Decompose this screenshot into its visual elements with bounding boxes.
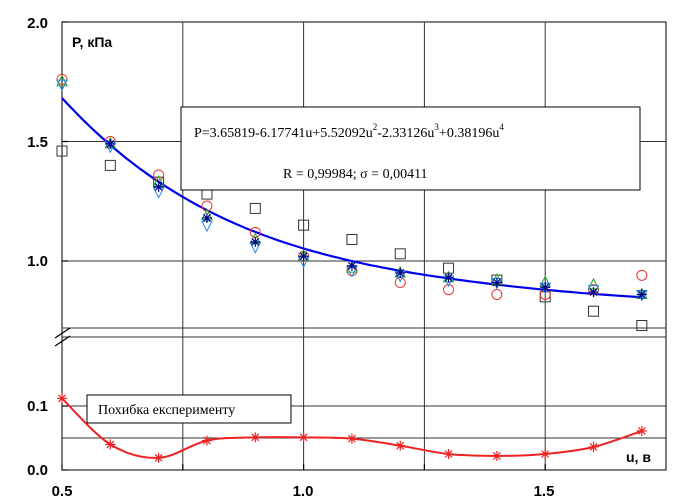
star-marker xyxy=(298,251,309,262)
x-tick-label: 1.5 xyxy=(534,483,555,500)
asterisk-marker xyxy=(588,441,599,452)
star-marker xyxy=(105,138,116,149)
circle-marker xyxy=(201,200,213,212)
y-axis-label: P, кПа xyxy=(72,34,112,50)
star-marker xyxy=(636,289,647,300)
y-tick-label: 0.1 xyxy=(27,398,48,415)
triangle-down-marker xyxy=(587,285,600,297)
x-tick-label: 1.0 xyxy=(293,483,314,500)
equation-text: P=3.65819-6.17741u+5.52092u2-2.33126u3+0… xyxy=(194,122,504,141)
lower-markers xyxy=(57,393,647,463)
upper-markers xyxy=(56,73,648,332)
fit-statistics-text: R = 0,99984; σ = 0,00411 xyxy=(283,167,428,182)
triangle-up-marker xyxy=(346,261,358,273)
square-marker xyxy=(56,145,68,157)
asterisk-marker xyxy=(636,425,647,436)
star-marker xyxy=(395,267,406,278)
star-marker xyxy=(201,212,212,223)
square-marker xyxy=(346,233,358,245)
circle-marker xyxy=(636,269,648,281)
y-tick-labels-upper: 1.0 1.5 2.0 xyxy=(27,15,48,270)
asterisk-marker xyxy=(153,452,164,463)
triangle-down-marker xyxy=(56,79,68,92)
asterisk-marker xyxy=(201,435,212,446)
star-marker xyxy=(540,282,551,293)
circle-marker xyxy=(443,284,455,296)
circle-marker xyxy=(153,169,165,181)
square-marker xyxy=(636,320,648,332)
axis-break-mark xyxy=(54,327,71,347)
x-tick-labels: 0.5 1.0 1.5 xyxy=(52,483,555,500)
square-marker xyxy=(394,248,406,260)
star-marker xyxy=(153,181,164,192)
star-marker xyxy=(588,287,599,298)
asterisk-marker xyxy=(346,433,357,444)
asterisk-marker xyxy=(298,432,309,443)
x-axis-label: u, в xyxy=(626,449,651,465)
error-legend-box: Похибка експерименту xyxy=(86,394,292,424)
asterisk-marker xyxy=(105,439,116,450)
star-marker xyxy=(250,236,261,247)
asterisk-marker xyxy=(57,393,67,404)
square-marker xyxy=(249,202,261,214)
star-marker xyxy=(443,272,454,283)
square-marker xyxy=(588,305,600,317)
star-marker xyxy=(346,260,357,271)
star-marker xyxy=(491,277,502,288)
x-tick-label: 0.5 xyxy=(52,483,73,500)
y-tick-label: 0.0 xyxy=(27,462,48,479)
asterisk-marker xyxy=(395,440,406,451)
triangle-up-marker xyxy=(56,74,68,87)
square-marker xyxy=(104,159,116,171)
asterisk-marker xyxy=(491,450,502,461)
equation-box: P=3.65819-6.17741u+5.52092u2-2.33126u3+0… xyxy=(180,106,641,191)
circle-marker xyxy=(56,73,68,85)
asterisk-marker xyxy=(443,449,454,459)
y-tick-label: 1.0 xyxy=(27,253,48,270)
axes xyxy=(61,21,546,471)
error-legend-label: Похибка експерименту xyxy=(98,403,235,418)
y-tick-label: 1.5 xyxy=(27,134,48,151)
square-marker xyxy=(298,219,310,231)
y-tick-labels-lower: 0.0 0.1 xyxy=(27,398,48,479)
asterisk-marker xyxy=(540,449,551,459)
asterisk-marker xyxy=(250,432,261,443)
y-tick-label: 2.0 xyxy=(27,15,48,32)
